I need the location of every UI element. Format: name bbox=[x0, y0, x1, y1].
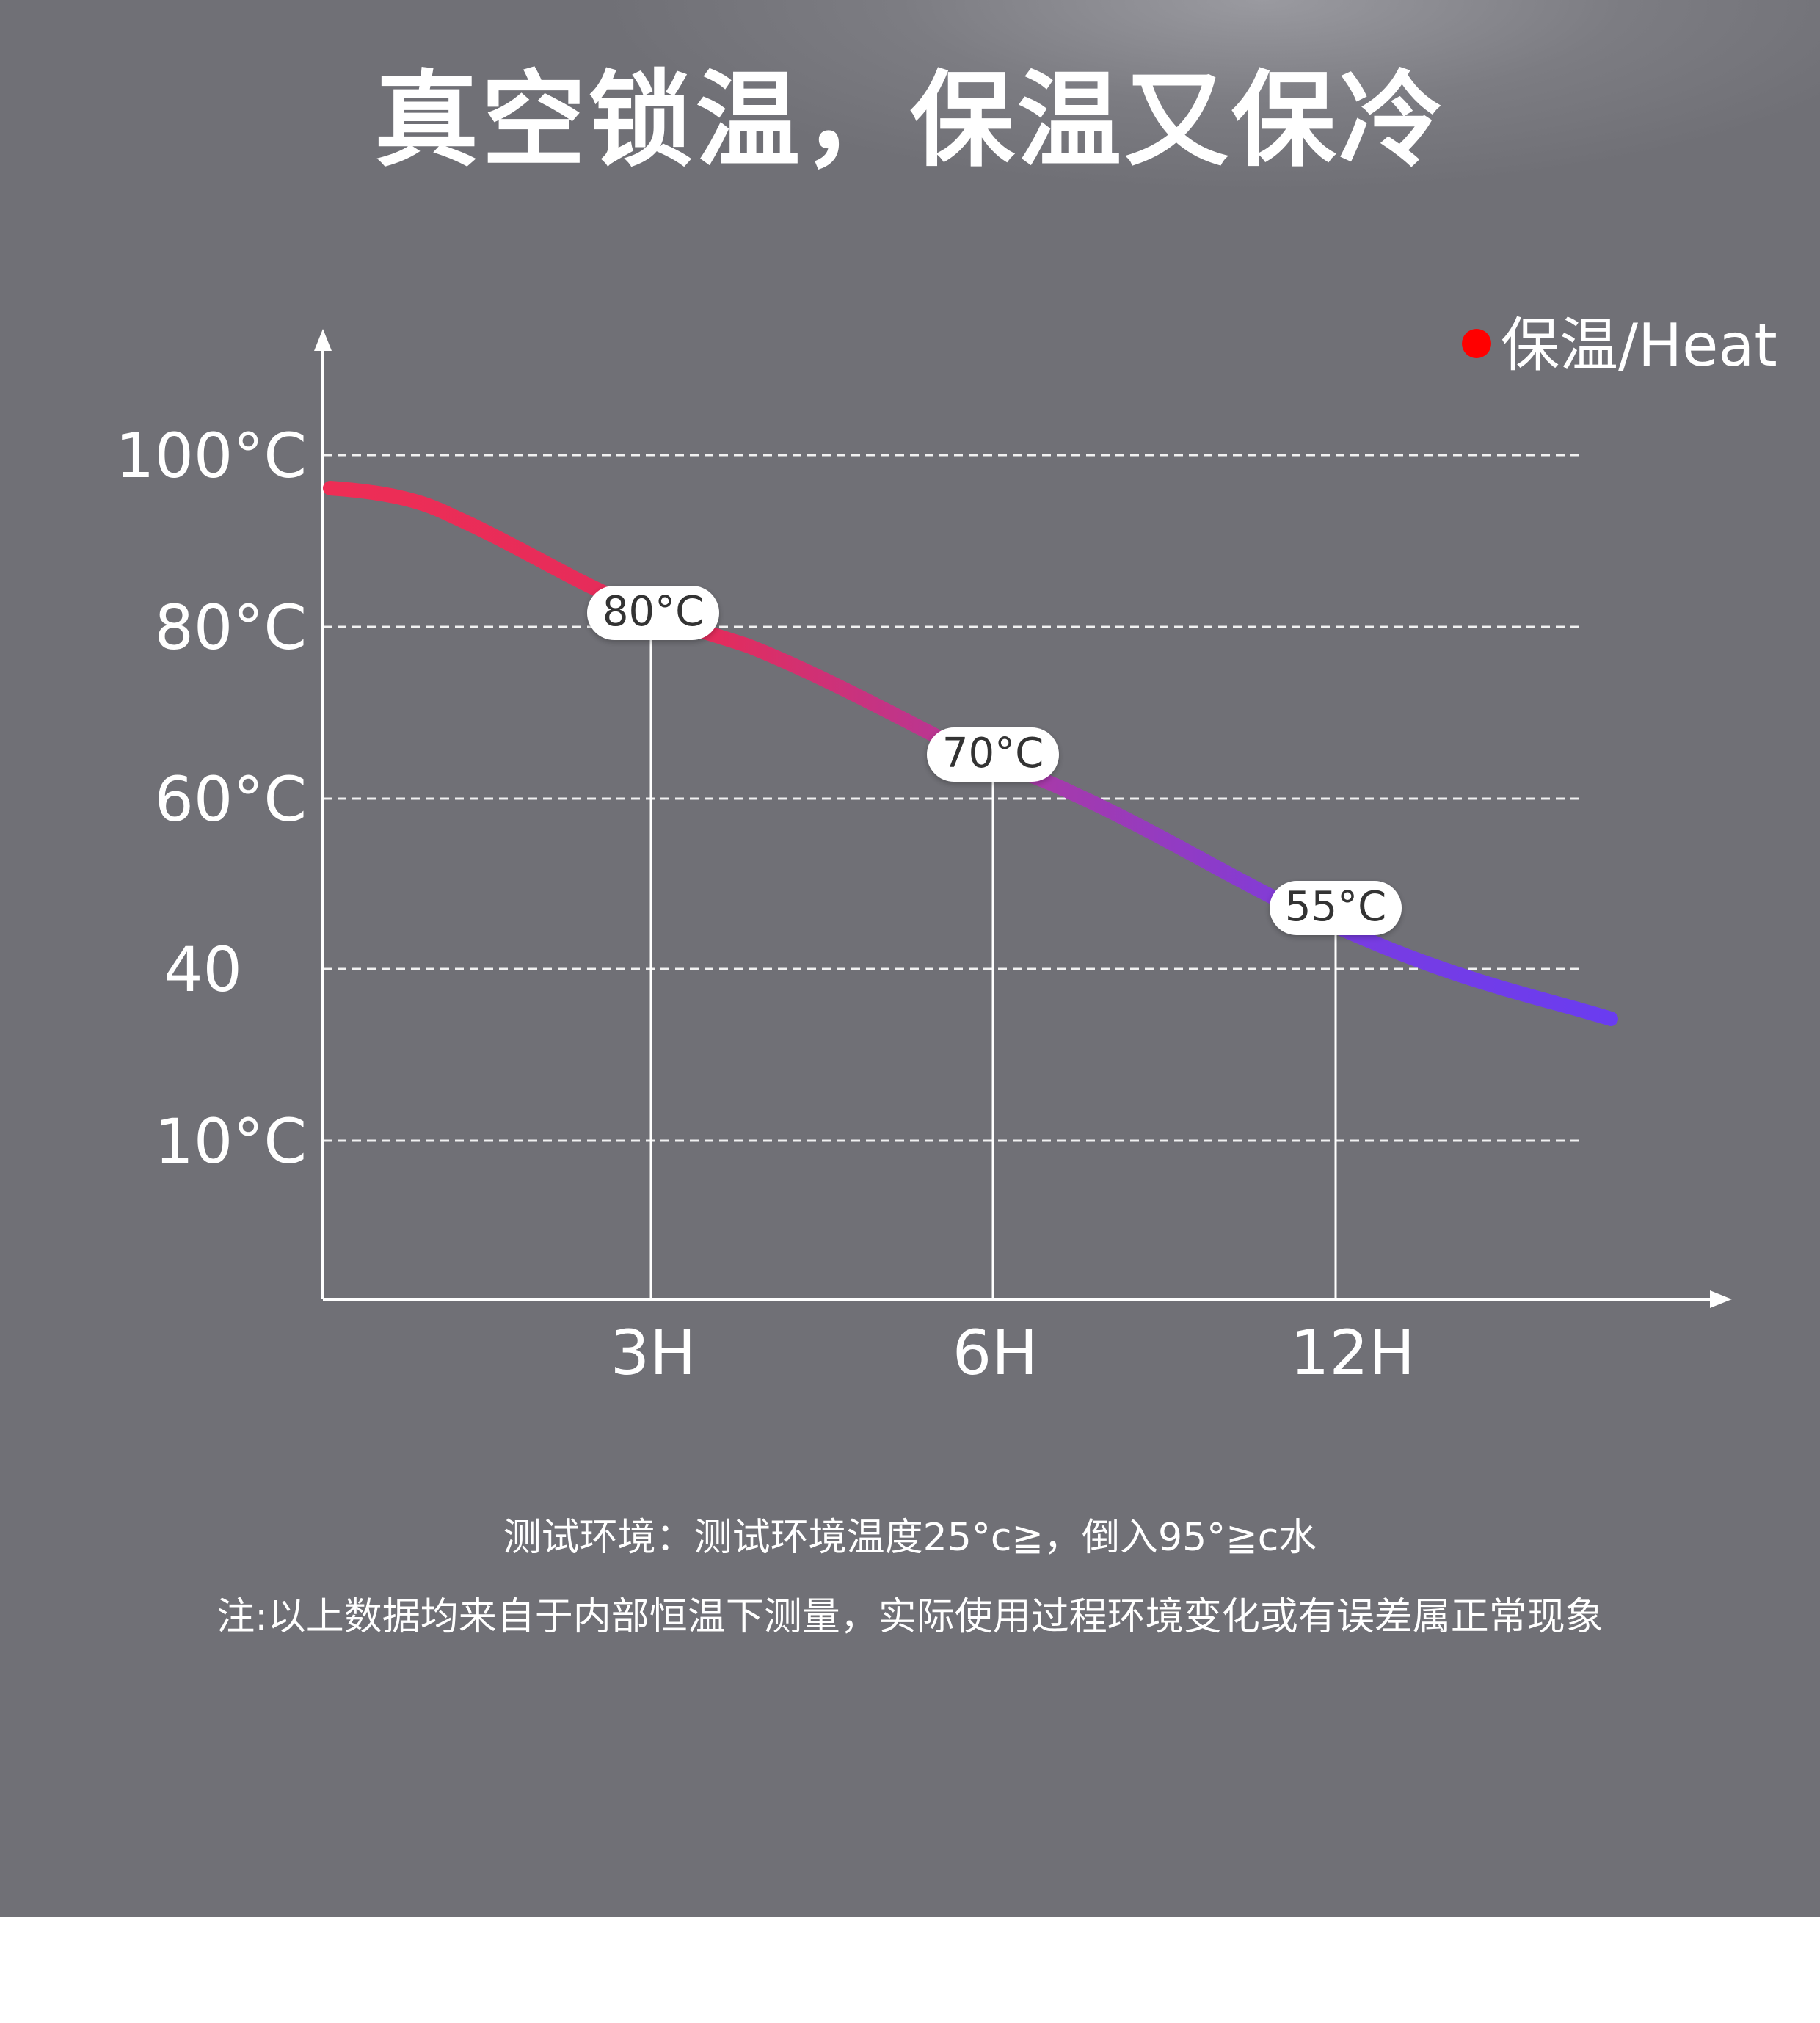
x-tick-label: 3H bbox=[611, 1317, 696, 1389]
infographic-panel: 真空锁温，保温又保冷 bbox=[0, 0, 1820, 1917]
y-tick-label: 60°C bbox=[154, 763, 307, 835]
y-tick-label: 80°C bbox=[154, 592, 307, 664]
x-tick-label: 6H bbox=[953, 1317, 1038, 1389]
x-tick-label: 12H bbox=[1290, 1317, 1415, 1389]
temperature-chart: 100°C 80°C 60°C 40 10°C 80°C 70°C 55°C bbox=[115, 311, 1777, 1389]
svg-text:70°C: 70°C bbox=[942, 730, 1044, 777]
y-tick-label: 10°C bbox=[154, 1105, 307, 1177]
data-label-6h: 70°C bbox=[927, 727, 1059, 782]
y-tick-labels: 100°C 80°C 60°C 40 10°C bbox=[115, 420, 307, 1177]
svg-text:55°C: 55°C bbox=[1285, 883, 1386, 931]
legend-dot-icon bbox=[1462, 329, 1491, 358]
chart-legend: 保温/Heat bbox=[1462, 311, 1777, 379]
grid-lines bbox=[323, 454, 1585, 1142]
legend-label: 保温/Heat bbox=[1501, 311, 1777, 379]
disclaimer-note: 注:以上数据均来自于内部恒温下测量，实际使用过程环境变化或有误差属正常现象 bbox=[216, 1595, 1604, 1639]
page-title: 真空锁温，保温又保冷 bbox=[374, 60, 1446, 181]
test-environment-note: 测试环境：测试环境温度25°c≧，倒入95°≧c水 bbox=[503, 1516, 1317, 1560]
x-axis-arrow bbox=[1710, 1290, 1732, 1308]
data-label-3h: 80°C bbox=[587, 586, 719, 640]
y-tick-label: 100°C bbox=[115, 420, 307, 492]
y-tick-label: 40 bbox=[164, 934, 242, 1006]
y-axis-arrow bbox=[314, 329, 332, 351]
drop-lines bbox=[649, 633, 1337, 1299]
data-label-12h: 55°C bbox=[1270, 881, 1402, 935]
x-tick-labels: 3H 6H 12H bbox=[611, 1317, 1415, 1389]
axes bbox=[314, 329, 1732, 1308]
svg-text:80°C: 80°C bbox=[603, 588, 704, 636]
